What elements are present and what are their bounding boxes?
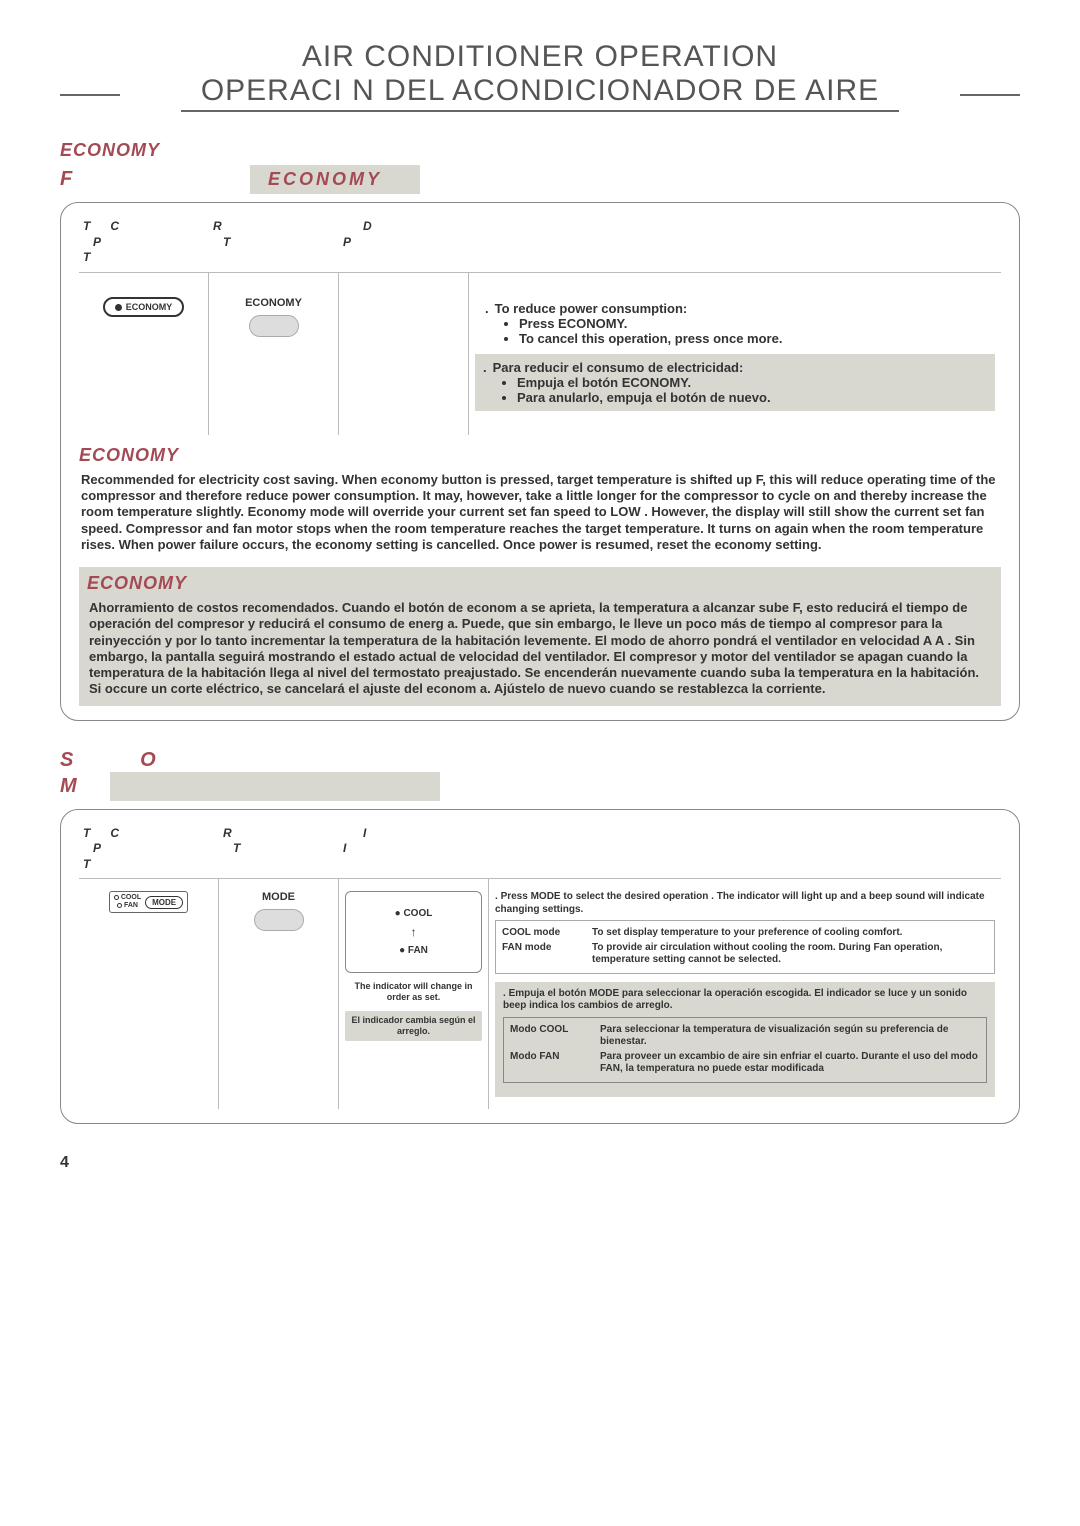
page-title-block: AIR CONDITIONER OPERATION OPERACI N DEL …: [60, 40, 1020, 110]
econ-hdr-2: R T: [209, 213, 339, 273]
mode-tbl-en-cool-r: To set display temperature to your prefe…: [592, 927, 988, 940]
econ-cell-display: [339, 273, 469, 435]
economy-remote-label: ECONOMY: [215, 297, 332, 309]
up-arrow-icon: ↑: [352, 925, 475, 939]
mode-lead-en: Press MODE to select the desired operati…: [495, 891, 985, 915]
econ-cell-button: ECONOMY: [79, 273, 209, 435]
mode-widget-graphic: COOL FAN MODE: [109, 891, 188, 912]
mode-lead-es: Empuja el botón MODE para seleccionar la…: [503, 988, 967, 1012]
mode-remote-label: MODE: [225, 891, 332, 903]
economy-f-label: F: [60, 168, 250, 191]
mode-subhead-row: SxxxxxxO: [60, 749, 1020, 772]
econ-para-en: Recommended for electricity cost saving.…: [79, 470, 1001, 563]
mode-tbl-en-fan-r: To provide air circulation without cooli…: [592, 942, 988, 967]
title-en: AIR CONDITIONER OPERATION: [60, 40, 1020, 74]
econ-para-en-title: ECONOMY: [79, 445, 1001, 466]
mode-m-label: M: [60, 775, 110, 798]
mode-tbl-en-cool-l: COOL mode: [502, 927, 592, 940]
econ-hdr-1: T C P T: [79, 213, 209, 273]
mode-panel: T C P T R T II COOL FAN MODE MODE: [60, 809, 1020, 1124]
mode-cell-desc: . Press MODE to select the desired opera…: [489, 879, 1001, 1109]
economy-subhead-row: F ECONOMY: [60, 165, 1020, 194]
mode-tbl-es-fan-r: Para proveer un excambio de aire sin enf…: [600, 1051, 980, 1076]
economy-heading: ECONOMY: [60, 140, 1020, 161]
econ-hdr-4: [469, 213, 1001, 273]
title-es: OPERACI N DEL ACONDICIONADOR DE AIRE: [201, 74, 879, 110]
indicator-box: ● COOL ↑ ● FAN: [345, 891, 482, 973]
mode-table-en: COOL mode To set display temperature to …: [495, 920, 995, 974]
indicator-fan: ● FAN: [352, 945, 475, 956]
econ-instr-en-1: Press ECONOMY.: [519, 316, 985, 331]
mode-pill-icon: [254, 909, 304, 931]
indicator-caption-en: The indicator will change in order as se…: [345, 981, 482, 1003]
mode-tbl-en-fan-l: FAN mode: [502, 942, 592, 967]
economy-panel: T C P T R T DP ECONOMY ECONOMY .To reduc…: [60, 202, 1020, 721]
econ-instr-es-lead: Para reducir el consumo de electricidad:: [493, 360, 744, 375]
mode-es-block: . Empuja el botón MODE para seleccionar …: [495, 982, 995, 1097]
mode-tbl-es-fan-l: Modo FAN: [510, 1051, 600, 1076]
mode-hdr-3: II: [339, 820, 489, 880]
mode-hdr-2: R T: [219, 820, 339, 880]
mode-cell-remote: MODE: [219, 879, 339, 1109]
page-number: 4: [60, 1154, 1020, 1172]
mode-cell-indicator: ● COOL ↑ ● FAN The indicator will change…: [339, 879, 489, 1109]
econ-cell-remote: ECONOMY: [209, 273, 339, 435]
econ-hdr-3: DP: [339, 213, 469, 273]
mode-tbl-es-cool-l: Modo COOL: [510, 1024, 600, 1049]
economy-button-graphic: ECONOMY: [103, 297, 185, 317]
mode-table-es: Modo COOL Para seleccionar la temperatur…: [503, 1017, 987, 1083]
econ-cell-instructions: .To reduce power consumption: Press ECON…: [469, 273, 1001, 435]
econ-instr-es-2: Para anularlo, empuja el botón de nuevo.: [517, 390, 987, 405]
econ-instr-es-1: Empuja el botón ECONOMY.: [517, 375, 987, 390]
mode-subhead-row-2: M: [60, 772, 1020, 801]
econ-para-es: Ahorramiento de costos recomendados. Cua…: [87, 598, 993, 700]
mode-hdr-4: [489, 820, 1001, 880]
econ-para-es-title: ECONOMY: [87, 573, 993, 594]
mode-tbl-es-cool-r: Para seleccionar la temperatura de visua…: [600, 1024, 980, 1049]
economy-box-label: ECONOMY: [250, 165, 420, 194]
mode-cell-button: COOL FAN MODE: [79, 879, 219, 1109]
indicator-cool: ● COOL: [352, 908, 475, 919]
indicator-caption-es: El indicador cambia según el arreglo.: [345, 1011, 482, 1041]
economy-pill-icon: [249, 315, 299, 337]
econ-instr-en-lead: To reduce power consumption:: [495, 301, 688, 316]
mode-hdr-1: T C P T: [79, 820, 219, 880]
econ-instr-en-2: To cancel this operation, press once mor…: [519, 331, 985, 346]
econ-para-es-block: ECONOMY Ahorramiento de costos recomenda…: [79, 567, 1001, 706]
